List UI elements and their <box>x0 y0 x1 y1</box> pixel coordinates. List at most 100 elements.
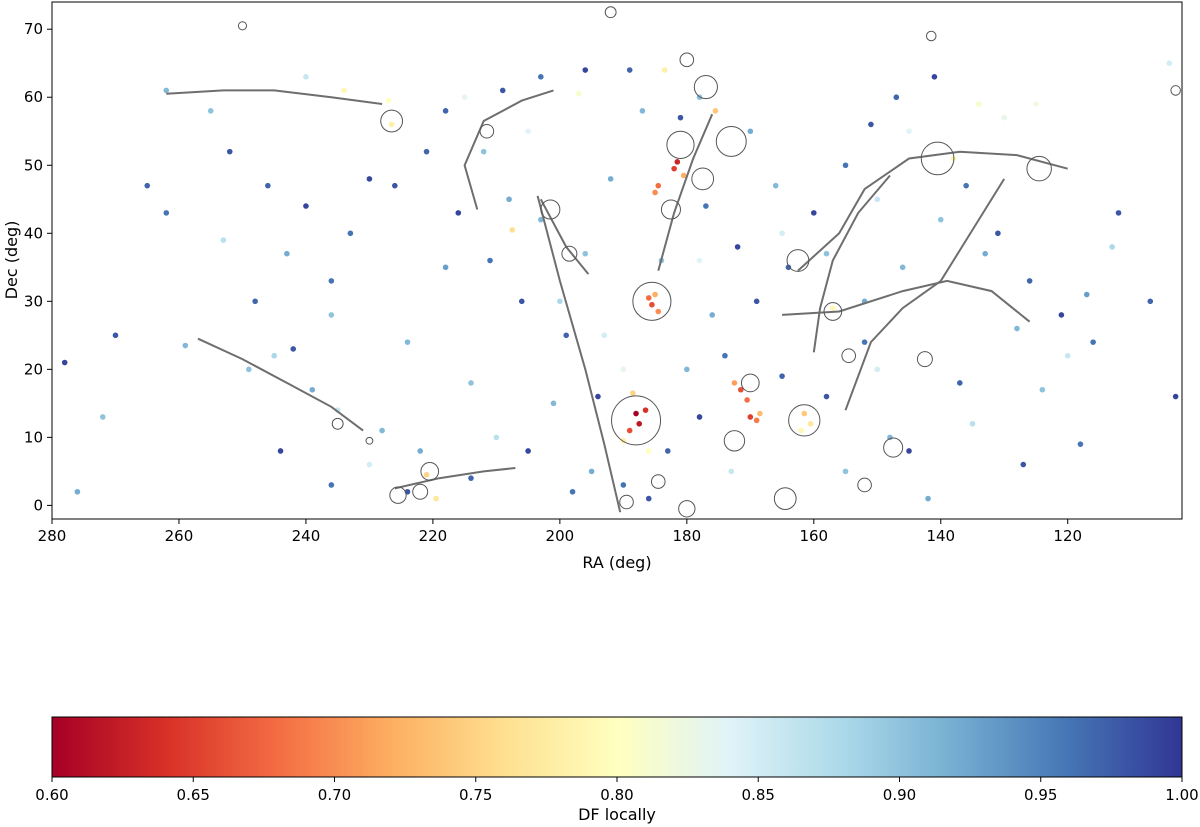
group-circle <box>691 167 715 191</box>
galaxy-point <box>538 74 544 80</box>
galaxy-point <box>747 414 754 420</box>
group-circle <box>920 141 955 176</box>
group-circle <box>1170 85 1181 96</box>
group-circle <box>715 125 747 157</box>
galaxy-point <box>1115 210 1122 216</box>
group-circle <box>925 30 937 42</box>
galaxy-point <box>220 237 227 243</box>
galaxy-point <box>677 114 684 121</box>
galaxy-point <box>728 468 735 475</box>
galaxy-point <box>976 101 982 107</box>
galaxy-point <box>509 227 516 233</box>
galaxy-point <box>468 380 474 386</box>
galaxy-point <box>757 410 763 417</box>
galaxy-point <box>963 182 969 189</box>
x-tick-label: 280 <box>38 527 67 545</box>
galaxy-point <box>696 257 703 264</box>
points-layer <box>61 60 1179 502</box>
galaxy-point <box>303 203 309 209</box>
group-circle <box>666 130 695 159</box>
galaxy-point <box>277 448 284 454</box>
group-circle <box>650 474 666 489</box>
galaxy-point <box>487 257 493 264</box>
galaxy-point <box>328 312 335 318</box>
galaxy-point <box>893 94 900 101</box>
galaxy-point <box>309 386 316 393</box>
galaxy-point <box>957 380 963 386</box>
galaxy-point <box>798 427 804 434</box>
plot-frame <box>51 1 1183 520</box>
y-tick-label: 20 <box>24 360 43 378</box>
galaxy-point <box>252 298 258 305</box>
galaxy-point <box>112 332 119 339</box>
group-circle <box>857 477 872 493</box>
galaxy-point <box>696 414 703 420</box>
galaxy-point <box>525 448 531 454</box>
colorbar: 0.60 0.65 0.70 0.75 0.80 0.85 0.90 0.95 1.00 DF … <box>35 716 1199 824</box>
galaxy-point <box>461 94 468 101</box>
filament-curve <box>463 89 554 210</box>
galaxy-point <box>1077 441 1084 447</box>
x-tick-label: 220 <box>419 527 448 545</box>
galaxy-point <box>633 410 639 417</box>
galaxy-point <box>703 203 709 209</box>
x-tick-label: 240 <box>292 527 321 545</box>
y-tick-label: 60 <box>24 88 43 106</box>
galaxy-point <box>455 210 462 216</box>
galaxy-point <box>226 148 233 155</box>
galaxy-point <box>753 298 760 305</box>
galaxy-point <box>747 128 754 135</box>
galaxy-point <box>899 264 906 271</box>
circles-layer <box>237 6 1181 518</box>
galaxy-point <box>779 373 785 379</box>
x-tick-label: 140 <box>926 527 955 545</box>
galaxy-point <box>652 189 658 196</box>
galaxy-point <box>810 210 817 216</box>
y-tick-label: 40 <box>24 224 43 242</box>
group-circle <box>679 52 695 68</box>
group-circle <box>331 417 344 430</box>
x-tick-label: 260 <box>165 527 194 545</box>
group-circle <box>611 395 662 446</box>
x-axis-label: RA (deg) <box>582 553 651 572</box>
filament-curve <box>782 279 1031 323</box>
galaxy-point <box>595 393 601 400</box>
y-tick-label: 0 <box>33 496 43 514</box>
galaxy-point <box>620 482 627 488</box>
group-circle <box>823 302 843 321</box>
galaxy-point <box>664 448 671 454</box>
galaxy-point <box>265 182 271 189</box>
galaxy-point <box>969 420 976 427</box>
galaxy-point <box>366 461 373 468</box>
galaxy-point <box>680 172 687 179</box>
galaxy-point <box>753 417 760 424</box>
galaxy-point <box>874 366 881 373</box>
galaxy-point <box>1058 312 1065 318</box>
galaxy-point <box>645 495 652 502</box>
plot-area <box>51 1 1183 520</box>
galaxy-point <box>468 475 474 481</box>
galaxy-point <box>649 301 655 308</box>
galaxy-point <box>823 393 830 400</box>
galaxy-point <box>1039 386 1046 393</box>
galaxy-point <box>493 434 500 441</box>
x-tick-label: 120 <box>1053 527 1082 545</box>
galaxy-point <box>779 230 785 237</box>
galaxy-point <box>1033 101 1039 107</box>
group-circle <box>1026 155 1052 182</box>
y-axis-ticks: 0 10 20 30 40 50 60 70 <box>24 20 52 514</box>
group-circle <box>380 109 404 133</box>
galaxy-point <box>433 495 439 502</box>
galaxy-point <box>588 468 595 475</box>
galaxy-point <box>569 488 576 495</box>
y-axis-label: Dec (deg) <box>2 221 21 300</box>
galaxy-point <box>636 420 643 427</box>
galaxy-point <box>271 352 277 359</box>
galaxy-point <box>684 366 690 373</box>
group-circle <box>693 74 718 100</box>
galaxy-point <box>582 250 589 257</box>
galaxy-point <box>674 159 681 165</box>
galaxy-point <box>347 230 354 237</box>
galaxy-point <box>842 468 849 475</box>
